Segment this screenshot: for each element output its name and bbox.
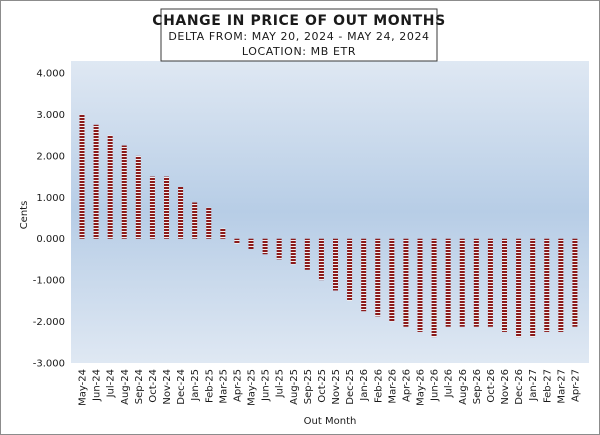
x-tick-label: Nov-26 xyxy=(500,369,511,405)
title-box xyxy=(160,8,438,62)
bar xyxy=(234,238,240,244)
x-tick-label: Jun-26 xyxy=(430,369,441,402)
x-tick-label: Nov-25 xyxy=(331,369,342,405)
bar xyxy=(164,176,169,239)
bar xyxy=(347,238,353,301)
x-tick-label: May-25 xyxy=(247,369,258,406)
bar xyxy=(473,238,479,327)
x-tick-label: Feb-25 xyxy=(204,369,215,403)
y-tick-label: 4.000 xyxy=(36,69,65,80)
x-tick-label: Oct-26 xyxy=(486,369,497,403)
chart-subtitle-delta: DELTA FROM: MAY 20, 2024 - MAY 24, 2024 xyxy=(168,30,429,43)
bar xyxy=(276,238,282,260)
x-axis-title: Out Month xyxy=(304,416,357,427)
x-tick-label: Nov-24 xyxy=(162,369,173,405)
bar xyxy=(290,238,296,265)
bar xyxy=(192,202,198,239)
x-tick-label: Sep-25 xyxy=(303,369,314,404)
x-tick-label: May-24 xyxy=(78,369,89,406)
bar xyxy=(375,238,381,317)
y-tick-label: -2.000 xyxy=(33,317,65,328)
x-tick-label: Jul-26 xyxy=(444,369,455,398)
x-tick-label: Oct-24 xyxy=(148,369,159,403)
bar xyxy=(178,186,184,239)
bar xyxy=(79,114,85,239)
bar xyxy=(206,207,212,239)
bar xyxy=(403,238,409,327)
bar xyxy=(361,238,367,312)
chart-subtitle-location: LOCATION: MB ETR xyxy=(242,45,356,58)
x-tick-label: Jan-26 xyxy=(359,369,370,402)
y-tick-label: -1.000 xyxy=(33,276,65,287)
x-tick-label: Jul-24 xyxy=(106,369,117,398)
bar xyxy=(333,238,338,291)
x-tick-label: Aug-26 xyxy=(458,369,469,405)
bar xyxy=(431,238,437,338)
x-tick-label: Mar-27 xyxy=(556,369,567,404)
x-tick-label: May-26 xyxy=(416,369,427,406)
chart-title: CHANGE IN PRICE OF OUT MONTHS xyxy=(152,13,446,29)
x-tick-label: Dec-24 xyxy=(176,369,187,405)
bar xyxy=(107,135,113,239)
y-axis-ticks: 4.000 3.000 2.000 1.000 0.000 -1.000 -2.000 -3.… xyxy=(33,69,65,370)
x-tick-label: Feb-26 xyxy=(373,369,384,403)
x-tick-label: Jun-24 xyxy=(92,369,103,402)
plot-area xyxy=(71,61,589,363)
bar xyxy=(149,176,155,239)
x-tick-label: Apr-26 xyxy=(401,369,412,402)
x-tick-label: Jan-25 xyxy=(190,369,201,402)
bar xyxy=(248,238,254,250)
bar xyxy=(558,238,564,332)
y-tick-label: 3.000 xyxy=(36,110,65,121)
x-tick-label: Jan-27 xyxy=(528,369,539,402)
x-tick-label: Apr-27 xyxy=(570,369,581,402)
x-axis-ticks: May-24 Jun-24 Jul-24 Aug-24 Sep-24 Oct-24 Nov-… xyxy=(78,369,582,406)
bar xyxy=(318,238,324,281)
bar xyxy=(417,238,423,332)
y-tick-label: -3.000 xyxy=(33,359,65,370)
x-tick-label: Jun-25 xyxy=(261,369,272,402)
bar xyxy=(502,238,507,332)
x-tick-label: Mar-26 xyxy=(387,369,398,404)
y-tick-label: 2.000 xyxy=(36,151,65,162)
bar xyxy=(93,124,99,239)
bar xyxy=(304,238,310,270)
bar xyxy=(572,238,578,327)
x-tick-label: Jul-25 xyxy=(275,369,286,398)
x-tick-label: Mar-25 xyxy=(218,369,229,404)
bar xyxy=(220,228,226,239)
x-tick-label: Apr-25 xyxy=(232,369,243,402)
bar xyxy=(487,238,493,327)
bar xyxy=(530,238,536,338)
x-tick-label: Dec-26 xyxy=(514,369,525,405)
bar xyxy=(389,238,395,322)
bar xyxy=(121,145,127,239)
x-tick-label: Aug-25 xyxy=(289,369,300,405)
bar xyxy=(135,155,141,239)
x-tick-label: Feb-27 xyxy=(542,369,553,403)
bar xyxy=(459,238,465,327)
x-tick-label: Sep-26 xyxy=(472,369,483,404)
x-tick-label: Aug-24 xyxy=(120,369,131,405)
x-tick-label: Oct-25 xyxy=(317,369,328,403)
bar xyxy=(516,238,522,338)
x-tick-label: Sep-24 xyxy=(134,369,145,404)
y-axis-title: Cents xyxy=(19,201,30,230)
bar xyxy=(544,238,550,332)
bar xyxy=(445,238,451,327)
x-tick-label: Dec-25 xyxy=(345,369,356,405)
y-tick-label: 0.000 xyxy=(36,234,65,245)
y-tick-label: 1.000 xyxy=(36,193,65,204)
bar xyxy=(262,238,268,255)
bar-series xyxy=(79,114,578,338)
